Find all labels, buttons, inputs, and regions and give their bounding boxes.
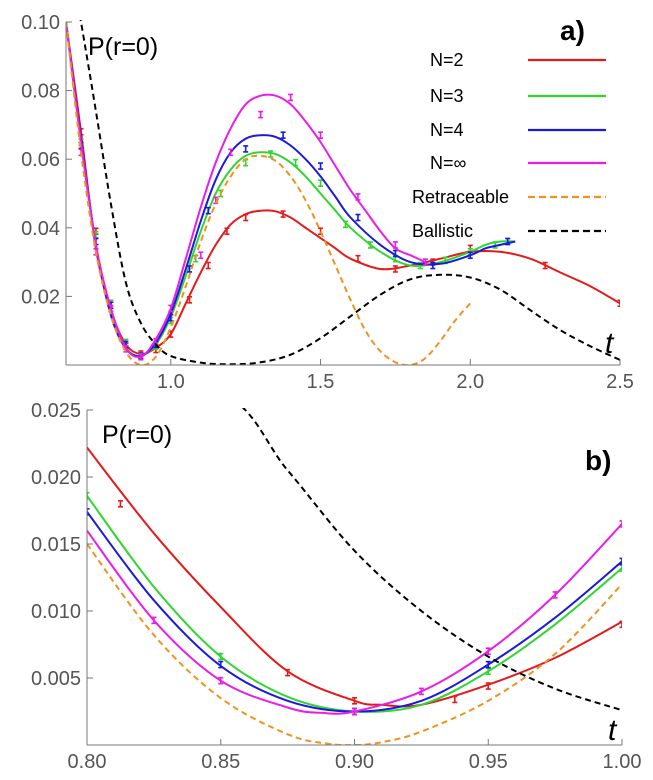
panel-a-marker-n-2 bbox=[617, 299, 620, 308]
panel-a-marker-n-4 bbox=[355, 213, 361, 222]
panel-a-marker-n-inf bbox=[318, 131, 324, 139]
panel-a-marker-n-2 bbox=[243, 213, 249, 222]
panel-b-y-tick-label: 0.010 bbox=[31, 601, 81, 623]
panel-a-series-n-2 bbox=[66, 21, 620, 356]
panel-a-marker-n-inf bbox=[198, 251, 204, 260]
panel-b-x-tick-label: 0.80 bbox=[68, 751, 107, 773]
panel-a-y-tick-label: 0.04 bbox=[21, 218, 60, 240]
panel-a-x-label: t bbox=[605, 327, 615, 360]
panel-b-marker-n-4 bbox=[485, 660, 491, 669]
panel-b-marker-n-3 bbox=[87, 491, 90, 500]
panel-b-marker-n-inf bbox=[352, 707, 357, 716]
panel-a-label: a) bbox=[560, 15, 585, 46]
panel-a-marker-n-2 bbox=[542, 261, 548, 270]
panel-b-marker-n-inf bbox=[418, 687, 424, 696]
panel-a-marker-n-3 bbox=[318, 179, 324, 188]
legend-label-n-inf: N=∞ bbox=[430, 153, 467, 173]
panel-b-marker-n-inf bbox=[151, 616, 157, 625]
panel-b-label: b) bbox=[585, 445, 611, 476]
panel-b: 0.80 0.85 0.90 0.95 1.00 0.005 0.010 0.015 0.020… bbox=[31, 400, 642, 773]
panel-a-y-tick-label: 0.02 bbox=[21, 286, 60, 308]
panel-a-marker-n-inf bbox=[228, 148, 234, 157]
panel-a-marker-n-inf bbox=[258, 110, 264, 119]
panel-b-marker-n-inf bbox=[552, 591, 558, 599]
panel-a-marker-n-2 bbox=[224, 227, 230, 236]
legend-label-ballistic: Ballistic bbox=[412, 221, 473, 241]
panel-a-marker-n-inf bbox=[288, 93, 294, 102]
panel-a-marker-n-2 bbox=[280, 210, 286, 218]
panel-b-x-tick-label: 0.90 bbox=[335, 751, 374, 773]
panel-a-marker-n-inf bbox=[138, 352, 144, 361]
panel-a-series-retraceable bbox=[66, 21, 472, 365]
panel-b-y-tick-label: 0.020 bbox=[31, 467, 81, 489]
panel-a-x-tick-label: 2.5 bbox=[606, 371, 634, 393]
panel-a-marker-n-3 bbox=[293, 158, 299, 167]
legend-label-retraceable: Retraceable bbox=[412, 187, 509, 207]
panel-b-marker-n-2 bbox=[619, 620, 622, 629]
panel-a-marker-n-3 bbox=[268, 150, 274, 158]
legend-label-n-3: N=3 bbox=[430, 86, 464, 106]
panel-a-marker-n-4 bbox=[187, 265, 193, 273]
panel-a-legend: N=2 N=3 N=4 N=∞ Retraceable Ballistic bbox=[412, 50, 606, 241]
panel-a-marker-n-2 bbox=[392, 265, 398, 273]
panel-b-marker-n-2 bbox=[452, 695, 458, 704]
panel-b-series-n-2 bbox=[87, 446, 622, 708]
panel-a-y-tick-label: 0.08 bbox=[21, 81, 60, 103]
panel-b-series-n-inf bbox=[87, 523, 622, 715]
panel-b-marker-n-4 bbox=[218, 660, 224, 669]
panel-b-series-ballistic bbox=[241, 408, 622, 712]
panel-a-marker-n-4 bbox=[205, 206, 211, 215]
panel-b-marker-n-2 bbox=[485, 682, 491, 690]
panel-a-marker-n-inf bbox=[355, 193, 361, 201]
panel-a-x-tick-label: 1.0 bbox=[157, 371, 185, 393]
panel-b-y-tick-label: 0.025 bbox=[31, 400, 81, 422]
panel-b-marker-n-2 bbox=[352, 696, 357, 705]
panel-b-series-n-3 bbox=[87, 495, 622, 713]
panel-b-marker-n-inf bbox=[619, 520, 622, 528]
panel-b-y-tick-label: 0.005 bbox=[31, 668, 81, 690]
legend-label-n-4: N=4 bbox=[430, 120, 464, 140]
panel-a-marker-n-2 bbox=[355, 254, 361, 263]
panel-b-marker-n-4 bbox=[619, 557, 622, 566]
panel-a-y-label: P(r=0) bbox=[88, 33, 158, 61]
panel-a-marker-n-4 bbox=[505, 237, 511, 246]
panel-a-marker-n-2 bbox=[187, 296, 193, 304]
panel-b-marker-n-inf bbox=[218, 676, 224, 685]
panel-a-x-tick-label: 2.0 bbox=[456, 371, 484, 393]
panel-b-x-tick-label: 0.95 bbox=[469, 751, 508, 773]
panel-a-y-tick-label: 0.06 bbox=[21, 149, 60, 171]
legend-label-n-2: N=2 bbox=[430, 50, 464, 70]
panel-a-marker-n-2 bbox=[205, 261, 211, 270]
panel-b-marker-n-3 bbox=[218, 652, 224, 661]
panel-a-marker-n-4 bbox=[430, 261, 436, 270]
panel-a-y-tick-label: 0.10 bbox=[21, 12, 60, 34]
panel-a-marker-n-4 bbox=[467, 251, 473, 260]
panel-b-y-label: P(r=0) bbox=[102, 421, 172, 449]
panel-a: 1.0 1.5 2.0 2.50.020.040.060.080.10 P(r=0) … bbox=[21, 12, 634, 393]
panel-b-y-tick-label: 0.015 bbox=[31, 534, 81, 556]
panel-a-marker-n-4 bbox=[243, 145, 249, 153]
panel-b-series-n-4 bbox=[87, 511, 622, 713]
panel-a-series-n-inf bbox=[66, 21, 426, 359]
panel-b-x-tick-label: 0.85 bbox=[201, 751, 240, 773]
panel-a-marker-n-inf bbox=[422, 258, 428, 266]
panel-b-x-label: t bbox=[608, 714, 618, 747]
panel-a-marker-n-3 bbox=[367, 241, 373, 249]
panel-a-marker-n-inf bbox=[168, 304, 174, 313]
panel-a-marker-n-4 bbox=[280, 131, 286, 139]
panel-b-marker-n-2 bbox=[285, 668, 291, 677]
panel-a-marker-n-3 bbox=[342, 220, 348, 229]
panel-a-marker-n-inf bbox=[392, 241, 398, 249]
panel-a-series-ballistic bbox=[79, 20, 620, 365]
panel-b-marker-n-2 bbox=[117, 499, 123, 508]
panel-a-x-tick-label: 1.5 bbox=[307, 371, 335, 393]
panel-b-x-tick-label: 1.00 bbox=[603, 751, 642, 773]
panel-b-marker-n-inf bbox=[485, 647, 491, 656]
panel-a-marker-n-4 bbox=[318, 162, 324, 170]
panel-b-marker-n-4 bbox=[87, 508, 90, 516]
